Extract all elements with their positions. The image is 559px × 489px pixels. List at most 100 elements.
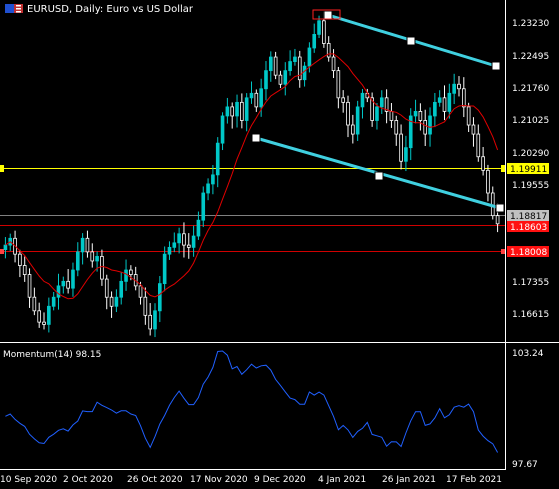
candle-body bbox=[486, 169, 490, 194]
price-axis: 1.23230 1.22495 1.21760 1.21025 1.20290 … bbox=[507, 19, 549, 320]
candle-body bbox=[143, 296, 148, 316]
candle-body bbox=[18, 253, 22, 266]
candle-body bbox=[172, 242, 177, 248]
candle-body bbox=[360, 92, 365, 108]
candle-body bbox=[100, 256, 104, 280]
price-tick: 1.23230 bbox=[512, 19, 549, 29]
candle-body bbox=[206, 183, 210, 194]
candle-body bbox=[273, 56, 278, 76]
candle-body bbox=[186, 244, 191, 248]
channel-anchor-1[interactable] bbox=[323, 10, 333, 20]
candlestick-series bbox=[3, 11, 500, 338]
channel-anchor-3[interactable] bbox=[491, 61, 501, 71]
candle-body bbox=[22, 265, 27, 275]
indicator-level-top: 103.24 bbox=[512, 349, 544, 359]
time-tick: 26 Jan 2021 bbox=[382, 475, 436, 485]
candle-body bbox=[71, 269, 75, 289]
candle-body bbox=[428, 115, 432, 135]
time-tick: 17 Feb 2021 bbox=[446, 475, 502, 485]
candle-body bbox=[3, 244, 8, 251]
time-tick: 2 Oct 2020 bbox=[63, 475, 113, 485]
candle-body bbox=[341, 97, 345, 103]
time-tick: 4 Jan 2021 bbox=[318, 475, 366, 485]
selected-high-marker[interactable] bbox=[312, 9, 341, 20]
candle-body bbox=[423, 120, 428, 135]
candle-body bbox=[80, 237, 85, 253]
candle-body bbox=[211, 174, 215, 185]
current-price-label-bg bbox=[507, 210, 549, 221]
candle-body bbox=[225, 106, 230, 117]
yellow-line-handle[interactable] bbox=[0, 165, 4, 172]
candle-body bbox=[240, 101, 244, 121]
red-price-label-1-bg bbox=[507, 221, 549, 232]
candle-body bbox=[322, 20, 326, 44]
candle-body bbox=[288, 61, 292, 72]
candle-body bbox=[37, 310, 42, 323]
candle-body bbox=[235, 101, 239, 117]
price-tick: 1.21760 bbox=[512, 84, 549, 94]
indicator-level-bottom: 97.67 bbox=[512, 460, 538, 470]
momentum-line bbox=[5, 350, 499, 453]
red-price-label-2-bg bbox=[507, 246, 549, 257]
candle-body bbox=[158, 283, 162, 312]
candle-body bbox=[61, 280, 66, 287]
candle-body bbox=[476, 133, 481, 158]
time-tick: 26 Oct 2020 bbox=[127, 475, 183, 485]
candle-body bbox=[394, 120, 399, 135]
candle-body bbox=[47, 305, 51, 325]
candle-body bbox=[326, 43, 331, 58]
channel-anchor-4[interactable] bbox=[251, 133, 261, 143]
candle-body bbox=[336, 70, 341, 99]
candle-body bbox=[312, 33, 317, 49]
candle-body bbox=[42, 321, 46, 325]
yellow-price-label: 1.19911 bbox=[510, 165, 547, 175]
red-price-label-1: 1.18603 bbox=[510, 223, 547, 233]
candle-body bbox=[153, 310, 157, 330]
red-line-handle[interactable] bbox=[0, 249, 4, 254]
price-tick: 1.16615 bbox=[512, 310, 549, 320]
chart-title: EURUSD, Daily: Euro vs US Dollar bbox=[27, 4, 194, 15]
candle-body bbox=[418, 111, 423, 121]
candle-body bbox=[254, 92, 259, 108]
yellow-line-handle-right[interactable] bbox=[501, 165, 505, 172]
channel-anchor-2[interactable] bbox=[406, 36, 416, 46]
candle-body bbox=[466, 106, 471, 126]
price-channel[interactable] bbox=[251, 9, 505, 213]
time-axis: 10 Sep 2020 2 Oct 2020 26 Oct 2020 17 No… bbox=[0, 475, 502, 485]
price-tick: 1.20290 bbox=[512, 149, 549, 159]
candle-body bbox=[56, 285, 61, 298]
candle-body bbox=[196, 219, 201, 237]
candle-body bbox=[119, 280, 124, 298]
candle-body bbox=[351, 124, 355, 135]
candle-body bbox=[75, 251, 80, 271]
candle-body bbox=[27, 274, 32, 298]
red-price-label-2: 1.18008 bbox=[510, 248, 547, 258]
candle-body bbox=[433, 101, 437, 117]
candle-body bbox=[51, 296, 56, 307]
candle-body bbox=[307, 47, 312, 67]
candle-body bbox=[355, 106, 360, 135]
candle-body bbox=[370, 97, 374, 121]
candle-body bbox=[32, 296, 37, 312]
candle-body bbox=[471, 124, 476, 135]
indicator-label: Momentum(14) 98.15 bbox=[3, 350, 101, 360]
candle-body bbox=[404, 147, 408, 162]
price-tick: 1.19555 bbox=[512, 181, 549, 191]
candle-body bbox=[413, 111, 418, 117]
channel-anchor-6[interactable] bbox=[495, 203, 505, 213]
time-tick: 9 Dec 2020 bbox=[254, 475, 306, 485]
candle-body bbox=[215, 142, 220, 176]
channel-anchor-5[interactable] bbox=[374, 171, 384, 181]
candle-body bbox=[66, 280, 70, 289]
price-tick: 1.17355 bbox=[512, 278, 549, 288]
moving-average-line bbox=[5, 53, 499, 300]
candle-body bbox=[384, 97, 389, 112]
candle-body bbox=[346, 101, 350, 126]
candle-body bbox=[268, 56, 273, 72]
candle-body bbox=[379, 97, 384, 108]
candle-body bbox=[244, 97, 249, 121]
candle-body bbox=[447, 92, 452, 112]
red-line-handle-right[interactable] bbox=[501, 249, 505, 254]
candle-body bbox=[177, 233, 181, 244]
